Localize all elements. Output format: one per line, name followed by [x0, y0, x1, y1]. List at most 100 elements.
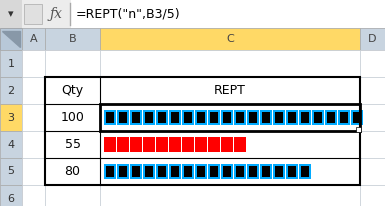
Text: REPT: REPT — [214, 84, 246, 97]
Bar — [45, 131, 100, 158]
Bar — [100, 28, 360, 50]
Bar — [260, 164, 271, 179]
Bar — [132, 166, 140, 177]
Bar — [0, 185, 22, 206]
Bar — [143, 164, 154, 179]
Bar — [130, 137, 142, 152]
Bar — [360, 185, 385, 206]
Bar — [45, 158, 100, 185]
Bar — [119, 166, 127, 177]
Bar — [273, 164, 285, 179]
Bar — [273, 110, 285, 124]
Bar — [208, 110, 219, 124]
Bar — [156, 110, 167, 124]
Bar — [223, 112, 231, 123]
Bar — [156, 137, 167, 152]
Bar — [132, 139, 140, 150]
Text: 5: 5 — [7, 166, 15, 177]
Bar — [0, 158, 22, 185]
Text: 100: 100 — [60, 111, 84, 124]
Text: 1: 1 — [7, 59, 15, 69]
Text: 4: 4 — [7, 139, 15, 150]
Bar — [182, 164, 194, 179]
Bar — [0, 0, 385, 28]
Bar — [100, 185, 360, 206]
Bar — [261, 112, 270, 123]
Bar — [100, 50, 360, 77]
Bar — [144, 166, 153, 177]
Bar — [275, 166, 283, 177]
Bar — [45, 77, 360, 185]
Bar — [143, 110, 154, 124]
Bar — [0, 131, 22, 158]
Bar — [360, 158, 385, 185]
Bar — [288, 166, 296, 177]
Bar — [45, 104, 100, 131]
Bar — [105, 166, 114, 177]
Bar — [119, 112, 127, 123]
Bar — [105, 139, 114, 150]
Text: A: A — [30, 34, 37, 44]
Bar — [184, 166, 192, 177]
Bar — [100, 104, 360, 131]
Bar — [22, 131, 45, 158]
Text: B: B — [69, 34, 76, 44]
Bar — [0, 104, 22, 131]
Bar — [71, 0, 385, 28]
Bar — [360, 28, 385, 50]
Bar — [248, 166, 257, 177]
Bar — [209, 112, 218, 123]
Bar — [45, 77, 100, 104]
Bar — [100, 77, 360, 104]
Bar — [132, 112, 140, 123]
Bar — [171, 139, 179, 150]
Bar — [234, 137, 246, 152]
Bar — [247, 164, 258, 179]
Bar — [195, 110, 206, 124]
Bar — [184, 139, 192, 150]
Bar — [236, 166, 244, 177]
Bar — [360, 131, 385, 158]
Text: C: C — [226, 34, 234, 44]
Bar — [144, 139, 153, 150]
Bar — [234, 110, 246, 124]
Bar — [351, 110, 363, 124]
Bar — [221, 164, 233, 179]
Bar — [100, 131, 360, 158]
Bar — [157, 112, 166, 123]
Bar — [169, 110, 181, 124]
Text: D: D — [368, 34, 377, 44]
Bar — [0, 77, 22, 104]
Bar — [104, 137, 115, 152]
Bar — [221, 137, 233, 152]
Bar — [157, 139, 166, 150]
Bar — [105, 112, 114, 123]
Bar — [360, 50, 385, 77]
Bar — [353, 112, 361, 123]
Bar — [195, 137, 206, 152]
Bar — [117, 110, 129, 124]
Bar — [45, 28, 100, 50]
Text: 80: 80 — [65, 165, 80, 178]
Bar — [143, 137, 154, 152]
Bar — [360, 77, 385, 104]
Bar — [356, 127, 361, 132]
Bar — [286, 110, 298, 124]
Bar — [22, 185, 45, 206]
Bar — [196, 166, 205, 177]
Bar — [119, 139, 127, 150]
Bar — [171, 166, 179, 177]
Bar — [313, 112, 322, 123]
Bar — [326, 112, 335, 123]
Bar — [100, 158, 360, 185]
Bar — [22, 77, 45, 104]
Bar — [0, 28, 385, 50]
Bar — [45, 185, 100, 206]
Bar — [299, 110, 310, 124]
Bar — [288, 112, 296, 123]
Bar — [236, 112, 244, 123]
Bar — [182, 137, 194, 152]
Bar — [325, 110, 336, 124]
Text: =REPT("n",B3/5): =REPT("n",B3/5) — [76, 7, 181, 21]
Bar — [301, 166, 309, 177]
